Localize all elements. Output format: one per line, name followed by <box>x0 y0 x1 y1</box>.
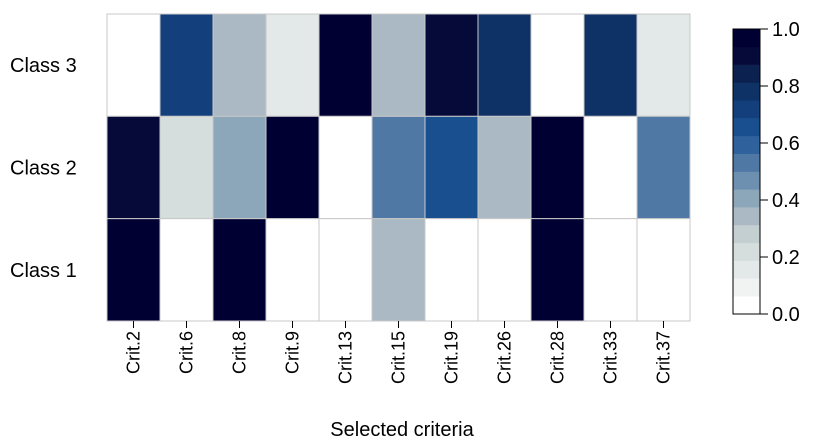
heatmap-cell <box>477 13 532 117</box>
colorbar-segment <box>733 296 760 315</box>
heatmap-cell <box>159 115 214 220</box>
row-labels: Class 3 Class 2 Class 1 <box>10 55 77 282</box>
heatmap-cell <box>583 13 638 117</box>
colorbar-segment <box>733 242 760 261</box>
colorbar-tick-label: 0.4 <box>772 190 800 212</box>
colorbar-tick-label: 0.0 <box>772 304 800 326</box>
heatmap-cell <box>106 115 161 220</box>
colorbar-segment <box>733 224 760 244</box>
heatmap-cell <box>424 218 479 322</box>
heatmap-cell <box>212 218 267 322</box>
heatmap-cell <box>424 115 479 220</box>
colorbar-border <box>732 28 761 315</box>
column-label: Crit.2 <box>124 331 144 374</box>
heatmap-cell <box>583 218 638 322</box>
colorbar-segment <box>733 118 760 137</box>
row-label: Class 1 <box>10 260 77 282</box>
heatmap-cell <box>636 115 691 220</box>
heatmap-cell <box>371 13 426 117</box>
heatmap-cell <box>318 218 373 322</box>
heatmap-cell <box>371 115 426 220</box>
heatmap-cell <box>530 13 585 117</box>
column-labels: Crit.2 Crit.6 Crit.8 Crit.9 Crit.13 Crit.15 Cr… <box>124 321 674 384</box>
column-label: Crit.6 <box>177 331 197 374</box>
colorbar-segment <box>733 189 760 208</box>
heatmap-cell <box>212 115 267 220</box>
colorbar-segment <box>733 153 760 172</box>
colorbar-segment <box>733 171 760 190</box>
heatmap-cell <box>265 13 320 117</box>
colorbar-tick-label: 0.6 <box>772 133 800 155</box>
heatmap-cell <box>530 218 585 322</box>
heatmap-cell <box>318 13 373 117</box>
row-label: Class 2 <box>10 158 77 180</box>
colorbar-segment <box>733 64 760 83</box>
heatmap-cell <box>159 218 214 322</box>
row-label: Class 3 <box>10 55 77 77</box>
heatmap-cell <box>530 115 585 220</box>
column-label: Crit.28 <box>548 331 568 384</box>
colorbar: 0.0 0.2 0.4 0.6 0.8 1.0 <box>732 19 800 326</box>
heatmap-cell <box>477 218 532 322</box>
column-label: Crit.15 <box>389 331 409 384</box>
colorbar-segment <box>733 29 760 48</box>
column-label: Crit.26 <box>495 331 515 384</box>
colorbar-segment <box>733 135 760 154</box>
colorbar-segment <box>733 207 760 226</box>
colorbar-segment <box>733 260 760 279</box>
colorbar-tick-label: 1.0 <box>772 19 800 41</box>
colorbar-segment <box>733 82 760 101</box>
heatmap-cell <box>265 115 320 220</box>
column-label: Crit.19 <box>442 331 462 384</box>
heatmap-cell <box>106 218 161 322</box>
colorbar-segment <box>733 278 760 297</box>
heatmap-cell <box>106 13 161 117</box>
column-label: Crit.13 <box>336 331 356 384</box>
heatmap-cell <box>424 13 479 117</box>
colorbar-segment <box>733 46 760 65</box>
heatmap-cell <box>265 218 320 322</box>
colorbar-segment <box>733 100 760 119</box>
column-label: Crit.33 <box>601 331 621 384</box>
heatmap-cells <box>106 13 691 322</box>
heatmap-cell <box>371 218 426 322</box>
x-axis-label: Selected criteria <box>330 419 474 438</box>
heatmap-cell <box>583 115 638 220</box>
heatmap-cell <box>636 218 691 322</box>
heatmap-cell <box>212 13 267 117</box>
heatmap-cell <box>318 115 373 220</box>
column-label: Crit.37 <box>654 331 674 384</box>
heatmap-cell <box>477 115 532 220</box>
heatmap-cell <box>636 13 691 117</box>
column-label: Crit.8 <box>230 331 250 374</box>
heatmap-cell <box>159 13 214 117</box>
column-label: Crit.9 <box>283 331 303 374</box>
colorbar-tick-label: 0.2 <box>772 247 800 269</box>
colorbar-tick-label: 0.8 <box>772 76 800 98</box>
